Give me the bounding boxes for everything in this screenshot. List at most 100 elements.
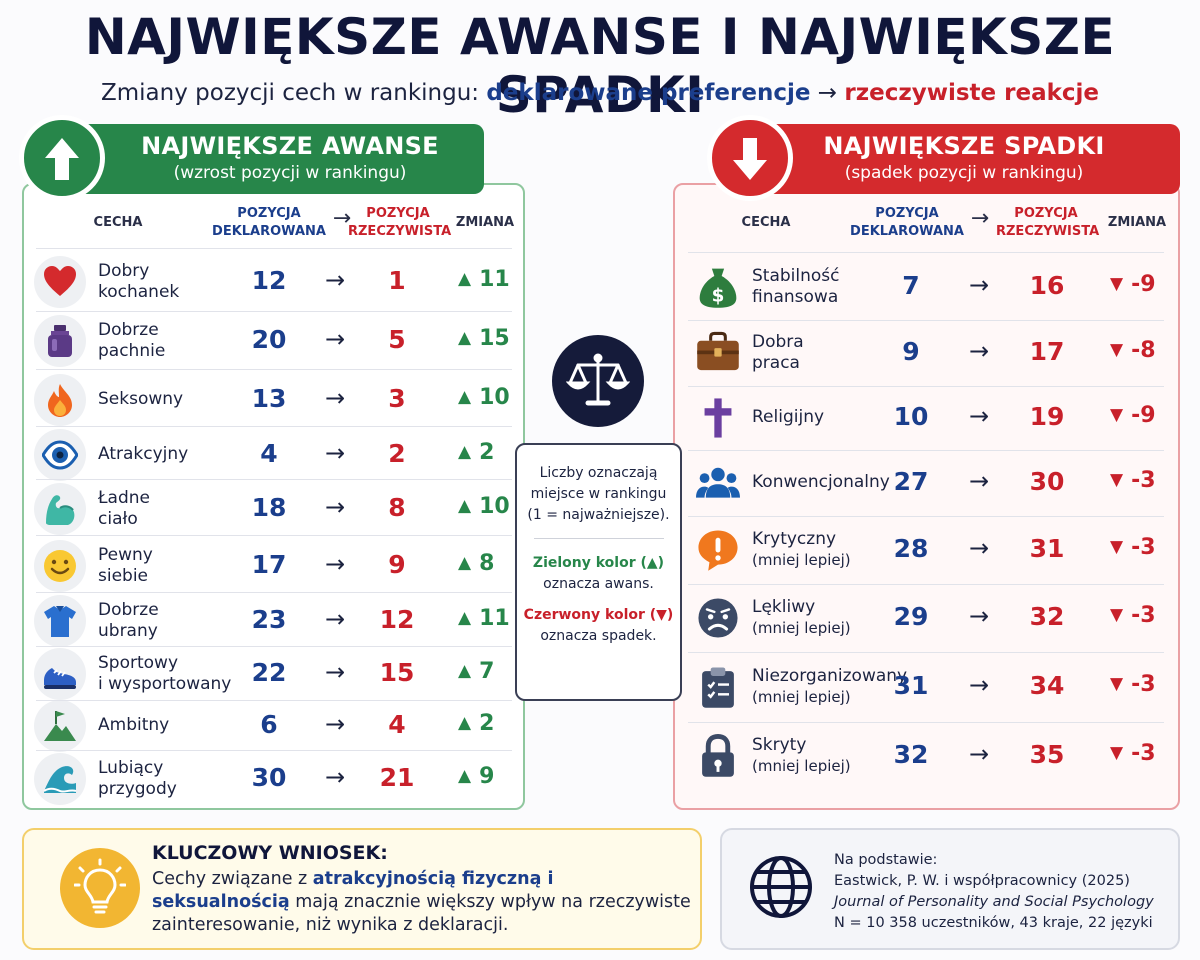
triangle-down-icon: ▼ (1110, 743, 1124, 763)
gain-trait-label: Pewny siebie (98, 545, 153, 587)
drops-col-declared: POZYCJA DEKLAROWANA (850, 205, 964, 241)
gain-actual-rank: 4 (388, 710, 406, 739)
triangle-up-icon: ▲ (458, 496, 472, 516)
gain-declared-rank: 20 (251, 325, 287, 354)
change-value: 10 (479, 494, 510, 519)
triangle-down-icon: ▼ (1110, 340, 1124, 360)
change-value: -9 (1131, 403, 1156, 428)
row-arrow: → (968, 740, 990, 768)
row-arrow: → (968, 270, 990, 299)
subtitle-arrow: → (810, 80, 845, 106)
key-text-post: mają znacznie większy wpływ na rzeczywis… (152, 892, 691, 935)
trait-line1: Lubiący (98, 758, 164, 778)
gain-declared-rank: 22 (251, 658, 287, 687)
trait-line2: kochanek (98, 281, 180, 302)
drop-actual-rank: 35 (1029, 740, 1065, 769)
row-divider (688, 584, 1164, 585)
gains-header-divider (36, 248, 512, 249)
row-arrow: → (324, 549, 346, 578)
row-divider (688, 722, 1164, 723)
drop-actual-rank: 17 (1029, 337, 1065, 366)
drop-declared-rank: 32 (893, 740, 929, 769)
drop-declared-rank: 27 (893, 467, 929, 496)
legend-green-label: Zielony kolor (▲) (532, 555, 665, 571)
trait-note: (mniej lepiej) (752, 619, 851, 637)
trait-line2: praca (752, 353, 800, 373)
triangle-down-icon: ▼ (1110, 405, 1124, 425)
row-arrow: → (324, 493, 346, 521)
drops-title: NAJWIĘKSZE SPADKI (823, 132, 1105, 160)
legend-red-desc: oznacza spadek. (540, 628, 657, 644)
gains-title: NAJWIĘKSZE AWANSE (141, 132, 439, 160)
change-value: 10 (479, 384, 510, 410)
change-value: 11 (479, 266, 510, 292)
trait-line1: Dobra (752, 332, 804, 352)
gain-declared-rank: 18 (251, 493, 287, 522)
trait-line1: Religijny (752, 407, 825, 427)
gain-actual-rank: 8 (388, 493, 406, 522)
triangle-up-icon: ▲ (458, 552, 472, 573)
trait-line1: Atrakcyjny (98, 443, 189, 464)
row-divider (36, 700, 512, 701)
gains-col-arrow: → (332, 206, 352, 231)
wave-icon (34, 753, 86, 805)
triangle-up-icon: ▲ (458, 441, 472, 462)
col-actual-l2: RZECZYWISTA (996, 224, 1100, 239)
triangle-up-icon: ▲ (458, 608, 472, 628)
gain-change: ▲ 2 (458, 711, 494, 736)
gain-actual-rank: 21 (379, 763, 415, 792)
row-arrow: → (968, 467, 990, 495)
triangle-up-icon: ▲ (458, 386, 472, 407)
drop-declared-rank: 28 (893, 534, 929, 563)
change-value: 9 (479, 764, 495, 789)
triangle-up-icon: ▲ (458, 661, 472, 681)
change-value: -3 (1131, 672, 1156, 697)
drop-actual-rank: 31 (1029, 534, 1065, 563)
speech-exclamation-icon (696, 528, 740, 576)
row-divider (36, 426, 512, 427)
arrow-down-icon (707, 115, 793, 201)
gain-actual-rank: 3 (388, 383, 406, 413)
gain-trait-label: Lubiący przygody (98, 758, 177, 800)
cross-icon (696, 396, 740, 444)
trait-line1: Lękliwy (752, 597, 816, 617)
row-divider (688, 450, 1164, 451)
col-actual-l1: POZYCJA (366, 206, 430, 221)
source-text: Na podstawie: Eastwick, P. W. i współpra… (834, 850, 1154, 934)
drop-trait-label: Religijny (752, 407, 824, 428)
change-value: 11 (479, 606, 510, 631)
triangle-down-icon: ▼ (1110, 674, 1124, 694)
change-value: -3 (1131, 535, 1156, 560)
triangle-up-icon: ▲ (458, 713, 472, 733)
gain-declared-rank: 13 (251, 383, 287, 413)
drop-actual-rank: 30 (1029, 467, 1065, 496)
key-title: KLUCZOWY WNIOSEK: (152, 842, 388, 864)
page-title: NAJWIĘKSZE AWANSE I NAJWIĘKSZE SPADKI (84, 8, 1116, 124)
trait-line1: Niezorganizowany (752, 666, 908, 686)
source-label: Na podstawie: (834, 852, 938, 868)
row-arrow: → (324, 383, 346, 412)
triangle-down-icon: ▼ (1110, 470, 1124, 490)
trait-line1: Dobrze (98, 320, 159, 340)
gain-trait-label: Atrakcyjny (98, 444, 188, 465)
row-arrow: → (968, 671, 990, 699)
trait-note: (mniej lepiej) (752, 688, 851, 706)
change-value: -8 (1131, 338, 1156, 363)
svg-text:$: $ (712, 285, 725, 306)
change-value: -3 (1131, 741, 1156, 766)
gains-header: NAJWIĘKSZE AWANSE (wzrost pozycji w rank… (60, 124, 484, 194)
arrow-up-icon (19, 115, 105, 201)
gain-change: ▲ 10 (458, 385, 510, 410)
drops-subtitle: (spadek pozycji w rankingu) (844, 163, 1084, 183)
row-divider (36, 750, 512, 751)
trait-line2: pachnie (98, 341, 166, 361)
row-divider (36, 311, 512, 312)
drop-declared-rank: 9 (902, 337, 920, 366)
drops-col-actual: POZYCJA RZECZYWISTA (996, 205, 1100, 241)
trait-line1: Stabilność (752, 265, 840, 286)
page-subtitle: Zmiany pozycji cech w rankingu: deklarow… (0, 80, 1200, 106)
eye-icon (34, 428, 86, 481)
scale-icon (552, 335, 644, 427)
perfume-icon (34, 315, 86, 367)
drop-change: ▼ -3 (1110, 535, 1156, 560)
